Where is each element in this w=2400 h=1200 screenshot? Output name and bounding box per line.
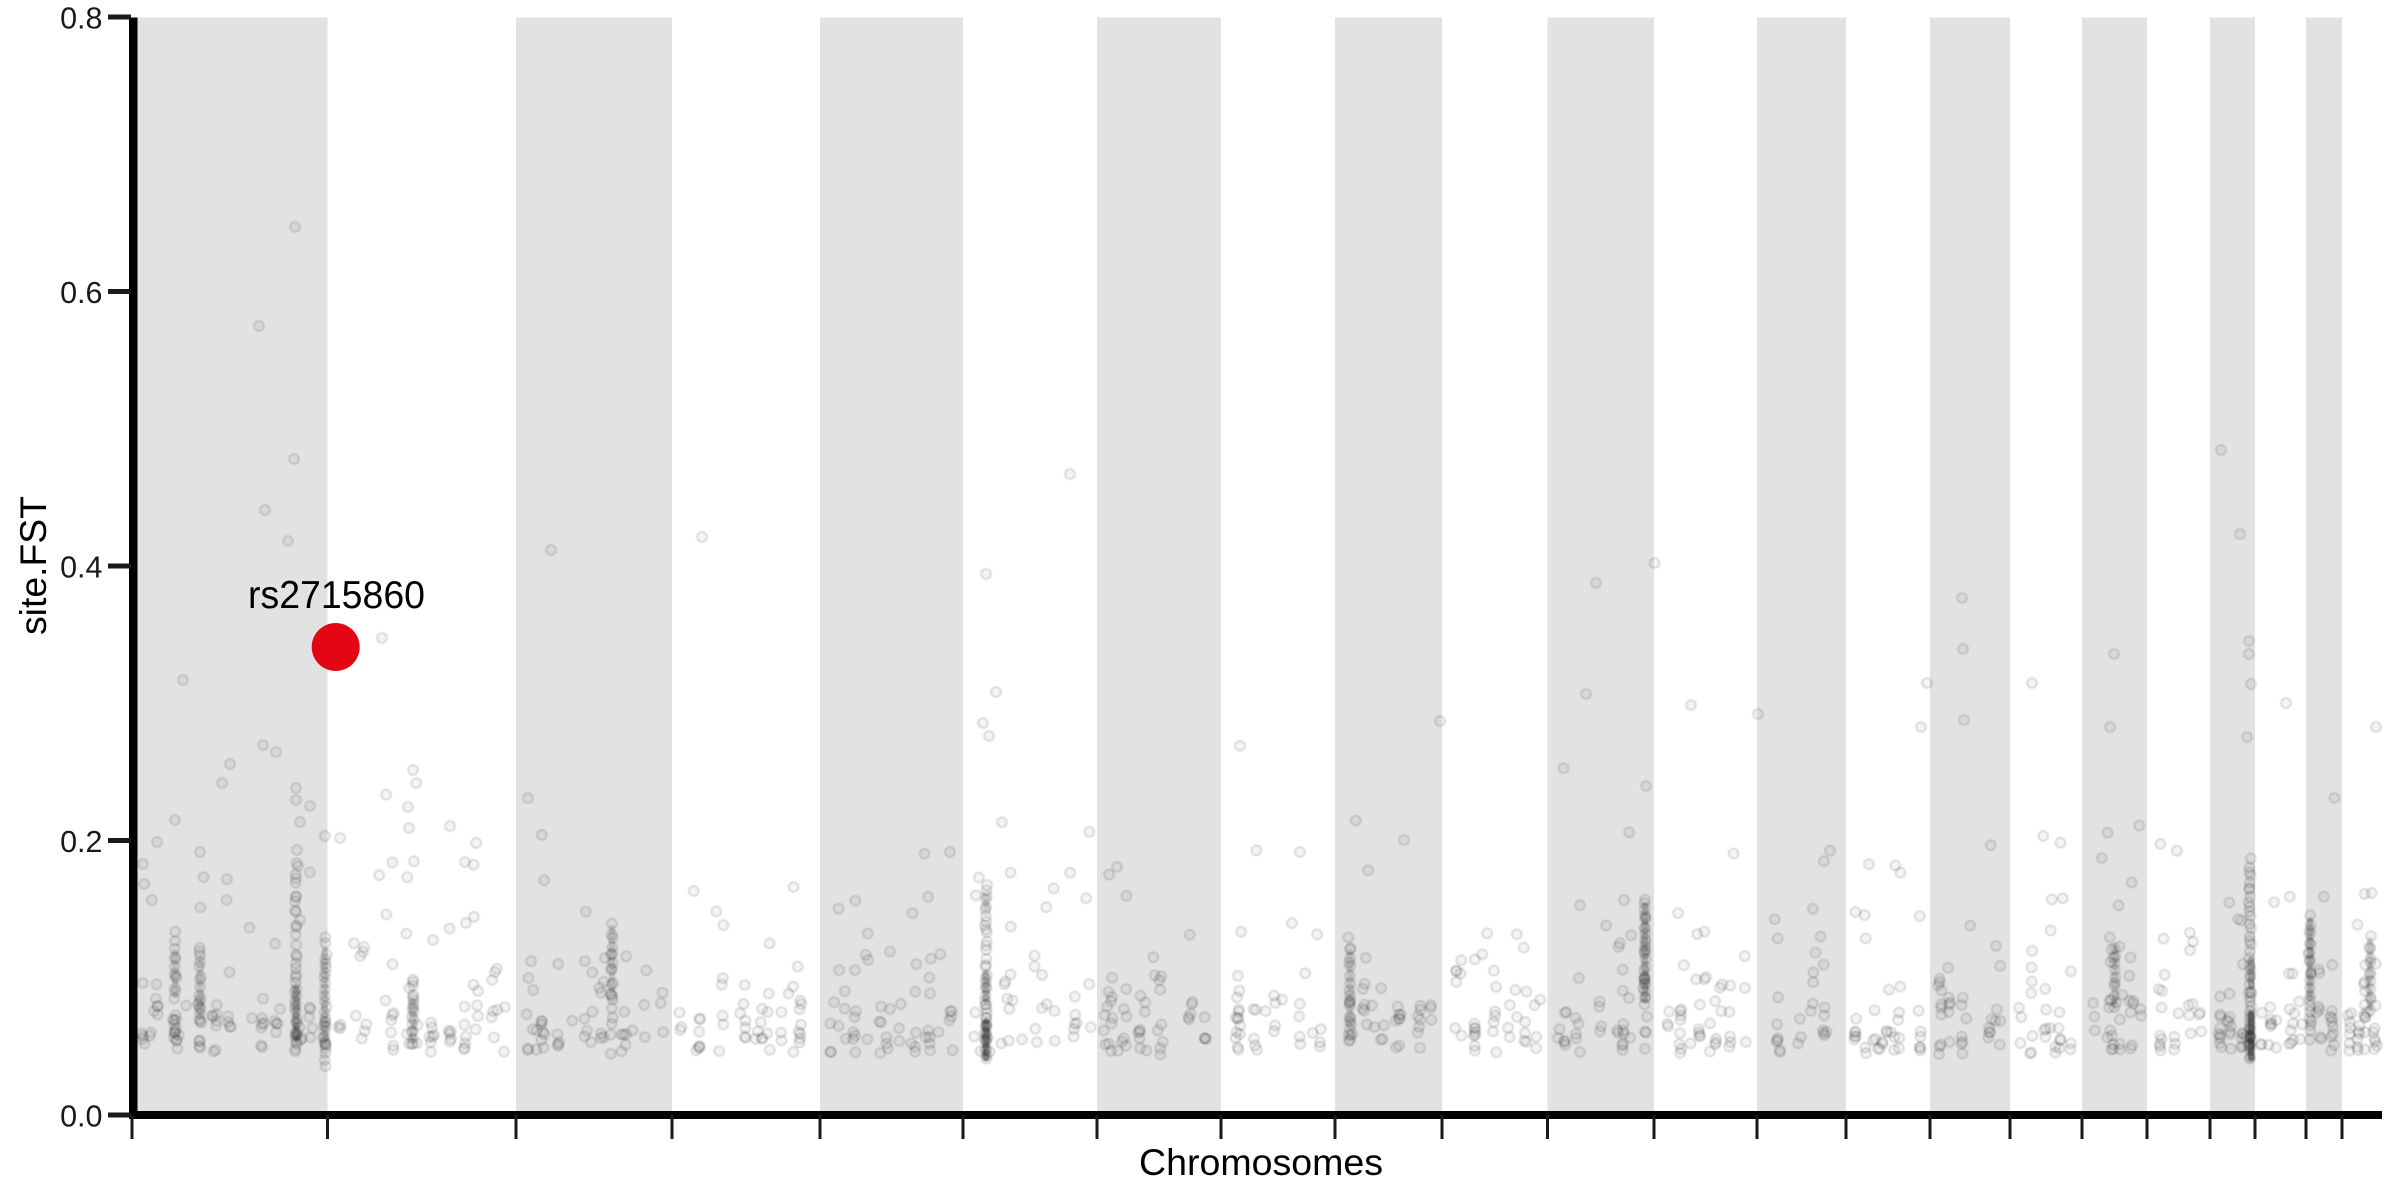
svg-text:0.4: 0.4 <box>60 551 102 585</box>
svg-text:0.6: 0.6 <box>60 276 102 310</box>
svg-text:0.0: 0.0 <box>60 1100 102 1134</box>
svg-text:0.8: 0.8 <box>60 2 102 36</box>
svg-text:Chromosomes: Chromosomes <box>1139 1141 1383 1183</box>
svg-text:site.FST: site.FST <box>12 496 54 635</box>
svg-text:rs2715860: rs2715860 <box>248 574 425 617</box>
svg-text:0.2: 0.2 <box>60 825 102 859</box>
